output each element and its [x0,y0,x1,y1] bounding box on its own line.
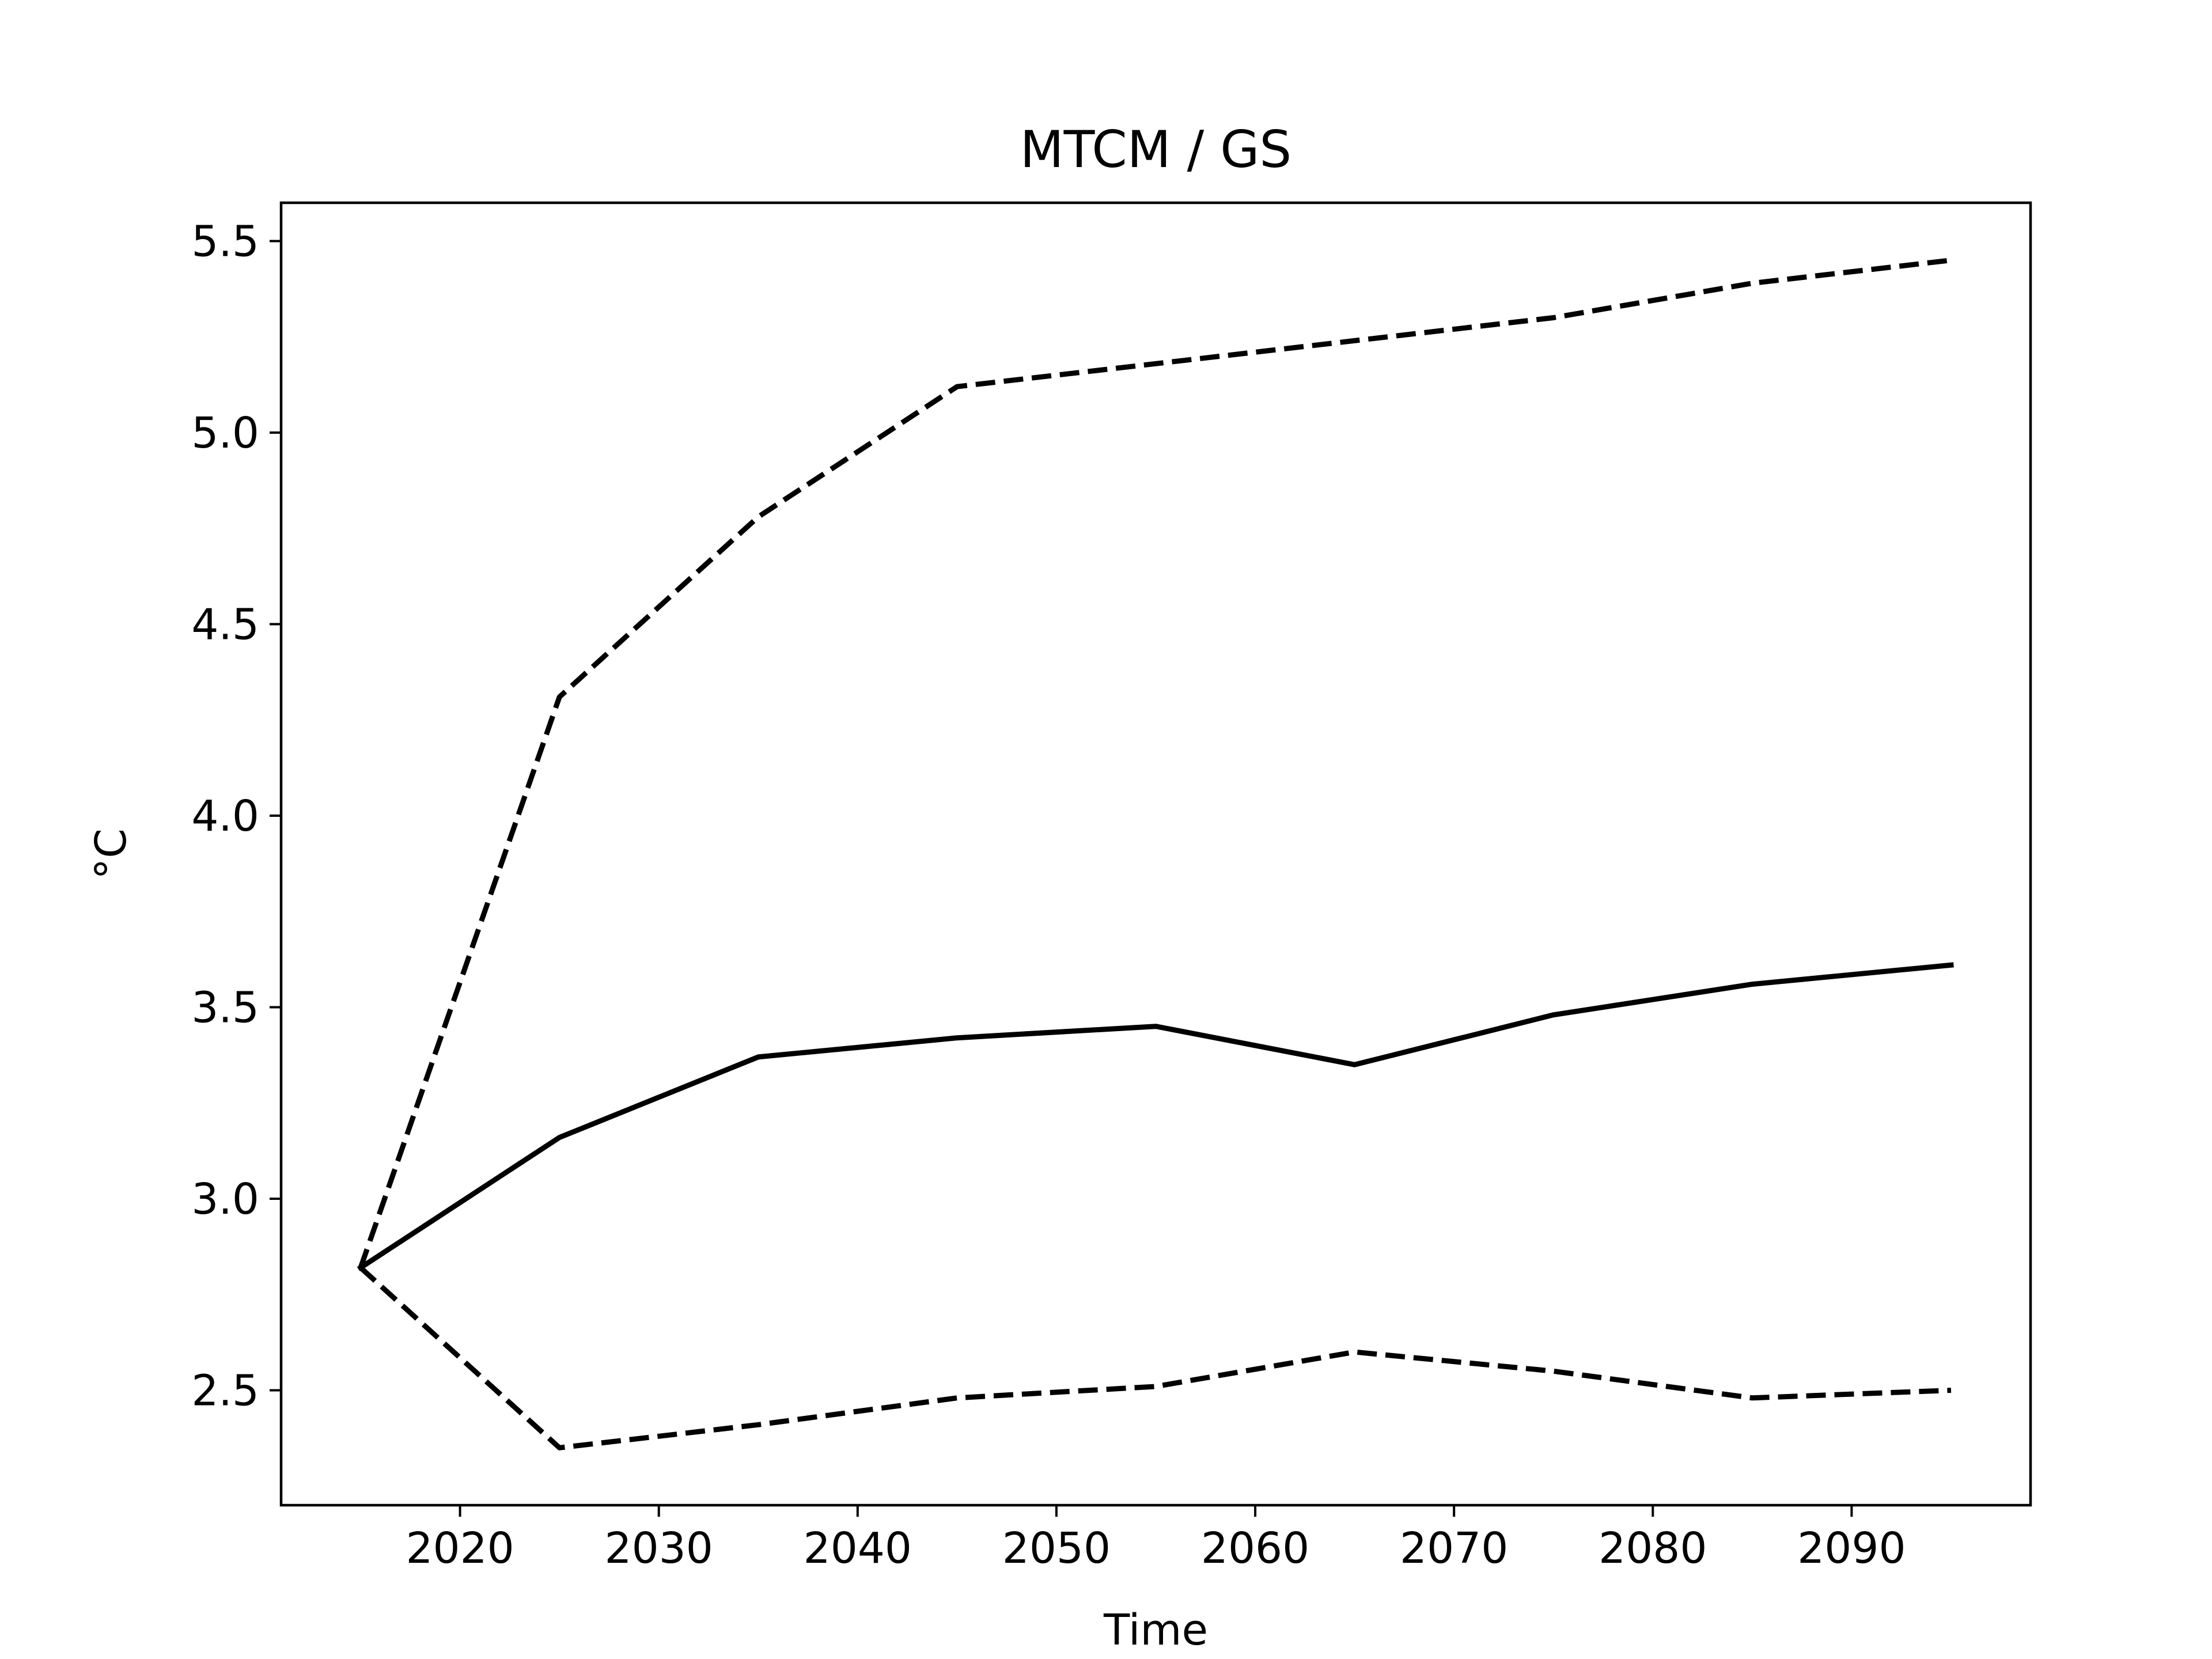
x-tick-label: 2020 [406,1524,514,1573]
chart-title: MTCM / GS [1020,120,1292,179]
series-line-2 [358,257,1952,1269]
x-axis-label: Time [1103,1605,1208,1655]
x-tick-label: 2090 [1797,1524,1906,1573]
x-tick-label: 2030 [605,1524,713,1573]
y-tick-label: 5.5 [191,217,259,267]
ticks-layer: 2020 2030 2040 2050 2060 2070 2080 2090 2.5 3.0 3.… [191,217,1906,1574]
series-layer [357,257,1954,1450]
series-line-1 [357,962,1954,1271]
x-tick-label: 2070 [1400,1524,1508,1573]
x-tick-label: 2080 [1599,1524,1707,1573]
y-axis-label: °C [86,828,136,880]
y-tick-label: 4.5 [191,600,259,650]
x-tick-label: 2050 [1002,1524,1111,1573]
y-tick-label: 3.5 [191,983,259,1033]
plot-frame [279,201,2032,1507]
y-tick-label: 2.5 [191,1366,259,1416]
x-tick-label: 2040 [804,1524,912,1573]
y-tick-label: 5.0 [191,408,259,458]
x-tick-label: 2060 [1201,1524,1309,1573]
y-tick-label: 4.0 [191,791,259,841]
y-tick-label: 3.0 [191,1175,259,1224]
